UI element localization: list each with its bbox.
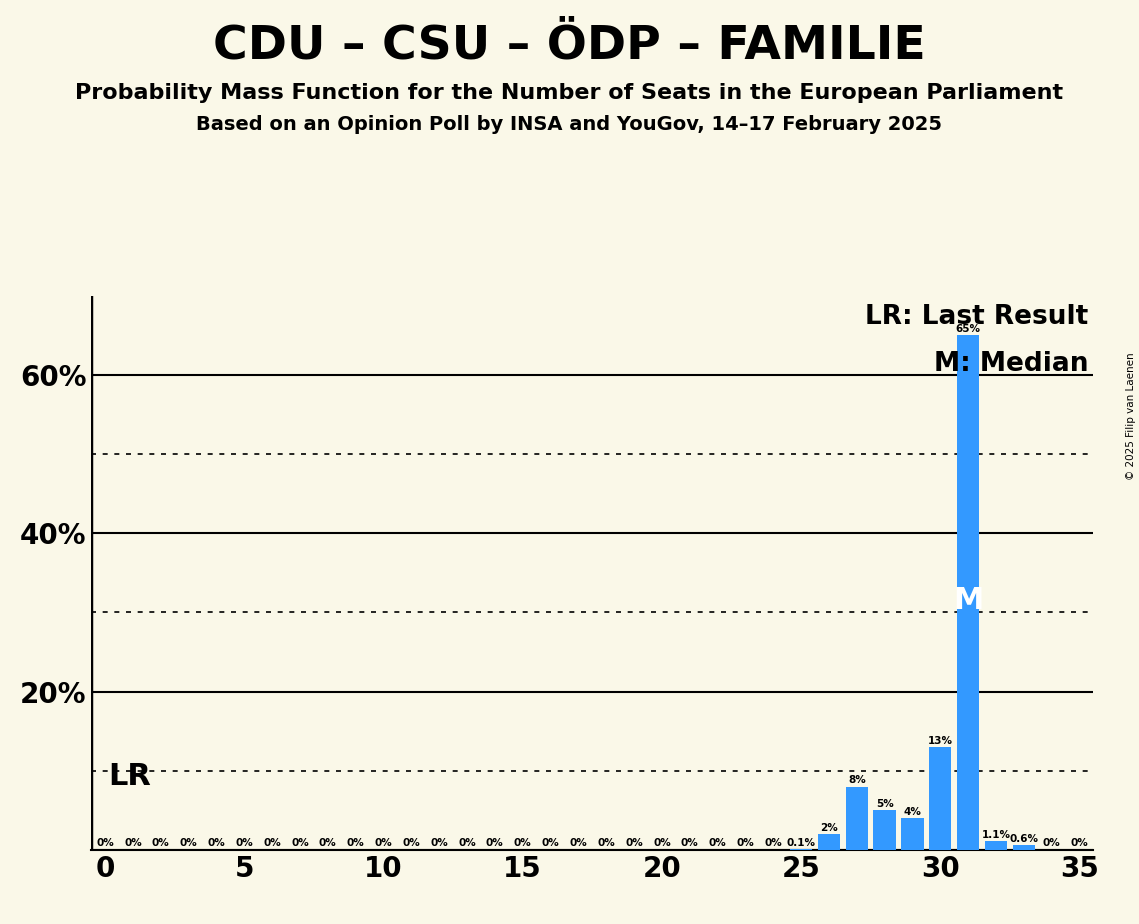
Text: 0%: 0%	[1043, 838, 1060, 848]
Text: 8%: 8%	[847, 775, 866, 785]
Bar	[957, 335, 980, 850]
Text: 0%: 0%	[764, 838, 782, 848]
Bar	[929, 748, 951, 850]
Text: 1.1%: 1.1%	[982, 830, 1010, 840]
Bar	[874, 810, 895, 850]
Text: 0%: 0%	[292, 838, 309, 848]
Bar	[901, 819, 924, 850]
Text: 0%: 0%	[542, 838, 559, 848]
Text: 0%: 0%	[514, 838, 532, 848]
Text: 0%: 0%	[346, 838, 364, 848]
Text: 0%: 0%	[207, 838, 226, 848]
Text: 0%: 0%	[96, 838, 114, 848]
Text: 0%: 0%	[681, 838, 698, 848]
Text: 0%: 0%	[402, 838, 420, 848]
Text: LR: Last Result: LR: Last Result	[866, 304, 1089, 330]
Text: 0%: 0%	[1071, 838, 1089, 848]
Bar	[1013, 845, 1035, 850]
Text: M: Median: M: Median	[934, 351, 1089, 377]
Text: 0%: 0%	[597, 838, 615, 848]
Text: 2%: 2%	[820, 822, 838, 833]
Text: 0.1%: 0.1%	[787, 838, 816, 847]
Text: 0%: 0%	[570, 838, 588, 848]
Text: LR: LR	[108, 762, 150, 791]
Text: 65%: 65%	[956, 323, 981, 334]
Text: 0%: 0%	[737, 838, 754, 848]
Text: 0%: 0%	[151, 838, 170, 848]
Bar	[818, 834, 841, 850]
Text: M: M	[953, 586, 983, 615]
Text: 0%: 0%	[375, 838, 392, 848]
Text: © 2025 Filip van Laenen: © 2025 Filip van Laenen	[1126, 352, 1136, 480]
Text: 0%: 0%	[180, 838, 197, 848]
Text: 5%: 5%	[876, 799, 893, 808]
Text: 0%: 0%	[319, 838, 337, 848]
Text: 0%: 0%	[236, 838, 253, 848]
Text: Based on an Opinion Poll by INSA and YouGov, 14–17 February 2025: Based on an Opinion Poll by INSA and You…	[197, 116, 942, 135]
Text: 0%: 0%	[653, 838, 671, 848]
Bar	[845, 786, 868, 850]
Text: 0%: 0%	[625, 838, 642, 848]
Text: 0%: 0%	[486, 838, 503, 848]
Text: 0%: 0%	[263, 838, 281, 848]
Text: 0%: 0%	[458, 838, 476, 848]
Text: CDU – CSU – ÖDP – FAMILIE: CDU – CSU – ÖDP – FAMILIE	[213, 23, 926, 68]
Text: 0.6%: 0.6%	[1009, 833, 1039, 844]
Text: 4%: 4%	[903, 807, 921, 817]
Bar	[985, 842, 1007, 850]
Text: 0%: 0%	[708, 838, 727, 848]
Text: 0%: 0%	[431, 838, 448, 848]
Text: 13%: 13%	[928, 736, 953, 746]
Text: Probability Mass Function for the Number of Seats in the European Parliament: Probability Mass Function for the Number…	[75, 83, 1064, 103]
Text: 0%: 0%	[124, 838, 141, 848]
